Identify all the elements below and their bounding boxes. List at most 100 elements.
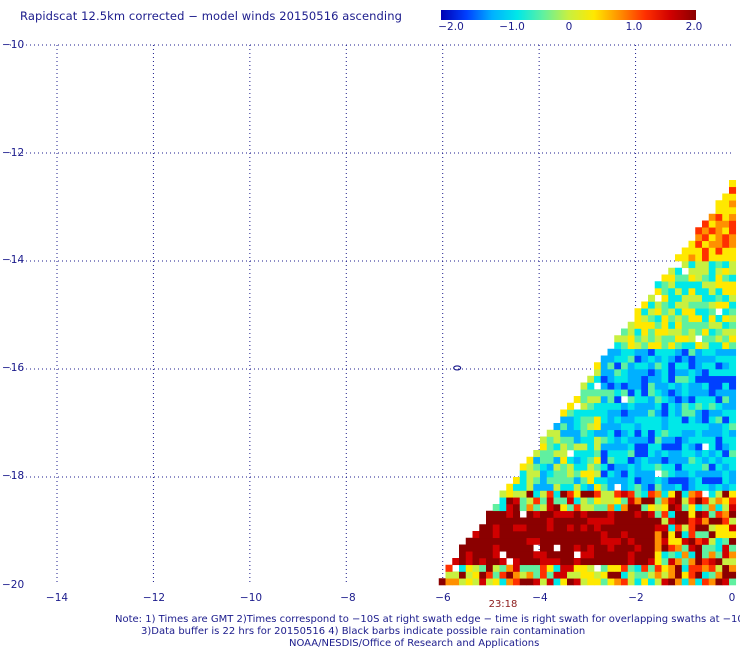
wind-cell	[445, 578, 453, 586]
wind-cell	[614, 362, 622, 370]
wind-cell	[675, 281, 683, 289]
wind-cell	[479, 551, 487, 559]
wind-cell	[715, 335, 723, 343]
wind-cell	[654, 328, 662, 336]
wind-cell	[560, 531, 568, 539]
wind-cell	[681, 436, 689, 444]
wind-cell	[533, 504, 541, 512]
wind-cell	[594, 436, 602, 444]
wind-cell	[695, 402, 703, 410]
wind-cell	[553, 477, 561, 485]
wind-cell	[573, 483, 581, 491]
wind-cell	[621, 369, 629, 377]
wind-cell	[546, 544, 554, 552]
wind-cell	[708, 321, 716, 329]
wind-cell	[648, 483, 656, 491]
wind-cell	[600, 389, 608, 397]
wind-cell	[506, 490, 514, 498]
wind-cell	[715, 375, 723, 383]
wind-cell	[540, 497, 548, 505]
wind-cell	[594, 416, 602, 424]
wind-cell	[675, 423, 683, 431]
wind-cell	[573, 531, 581, 539]
wind-cell	[607, 429, 615, 437]
wind-cell	[641, 564, 649, 572]
wind-cell	[675, 409, 683, 417]
wind-cell	[587, 504, 595, 512]
wind-cell	[688, 409, 696, 417]
wind-cell	[722, 321, 730, 329]
wind-cell	[573, 490, 581, 498]
wind-cell	[594, 551, 602, 559]
wind-cell	[654, 436, 662, 444]
wind-cell	[627, 470, 635, 478]
wind-cell	[654, 409, 662, 417]
wind-cell	[533, 564, 541, 572]
wind-cell	[573, 578, 581, 586]
wind-cell	[553, 436, 561, 444]
wind-cell	[702, 524, 710, 532]
wind-cell	[722, 436, 730, 444]
wind-cell	[675, 382, 683, 390]
wind-cell	[688, 463, 696, 471]
wind-cell	[661, 470, 669, 478]
wind-cell	[695, 436, 703, 444]
wind-cell	[600, 382, 608, 390]
wind-cell	[614, 544, 622, 552]
wind-cell	[715, 389, 723, 397]
wind-cell	[519, 578, 527, 586]
wind-cell	[553, 531, 561, 539]
wind-cell	[722, 409, 730, 417]
wind-cell	[715, 382, 723, 390]
wind-cell	[519, 463, 527, 471]
wind-cell	[600, 551, 608, 559]
wind-cell	[722, 490, 730, 498]
wind-cell	[695, 234, 703, 242]
wind-cell	[526, 537, 534, 545]
wind-cell	[634, 578, 642, 586]
wind-cell	[587, 564, 595, 572]
wind-cell	[648, 308, 656, 316]
wind-cell	[607, 504, 615, 512]
wind-cell	[661, 450, 669, 458]
wind-cell	[594, 375, 602, 383]
footnote-line-2: 3)Data buffer is 22 hrs for 20150516 4) …	[141, 626, 586, 637]
wind-cell	[729, 220, 737, 228]
wind-cell	[702, 510, 710, 518]
wind-cell	[695, 524, 703, 532]
wind-cell	[702, 429, 710, 437]
wind-cell	[614, 423, 622, 431]
wind-cell	[465, 544, 473, 552]
wind-cell	[634, 402, 642, 410]
wind-cell	[567, 490, 575, 498]
wind-cell	[621, 510, 629, 518]
wind-cell	[708, 348, 716, 356]
wind-cell	[492, 544, 500, 552]
wind-cell	[492, 517, 500, 525]
wind-cell	[681, 571, 689, 579]
wind-cell	[708, 423, 716, 431]
wind-cell	[641, 490, 649, 498]
wind-cell	[661, 497, 669, 505]
wind-cell	[567, 571, 575, 579]
wind-cell	[695, 267, 703, 275]
wind-cell	[681, 342, 689, 350]
wind-cell	[459, 551, 467, 559]
wind-cell	[627, 328, 635, 336]
wind-cell	[452, 558, 460, 566]
wind-cell	[614, 564, 622, 572]
wind-cell	[675, 429, 683, 437]
wind-cell	[641, 531, 649, 539]
wind-cell	[459, 564, 467, 572]
wind-cell	[708, 382, 716, 390]
wind-cell	[519, 564, 527, 572]
wind-cell	[681, 443, 689, 451]
wind-cell	[546, 571, 554, 579]
wind-cell	[695, 328, 703, 336]
wind-cell	[654, 497, 662, 505]
wind-cell	[526, 456, 534, 464]
wind-cell	[641, 389, 649, 397]
wind-cell	[708, 227, 716, 235]
wind-cell	[722, 362, 730, 370]
wind-cell	[560, 436, 568, 444]
